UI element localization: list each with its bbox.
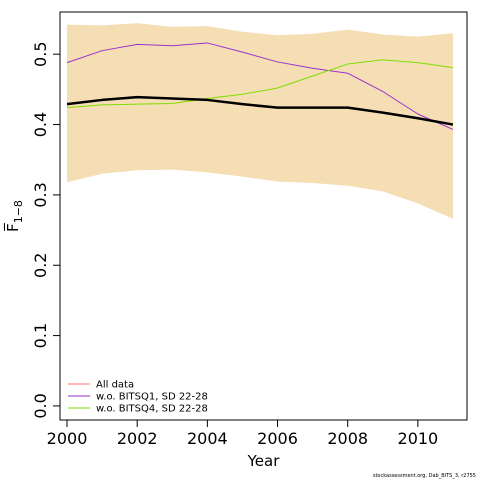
plot-frame bbox=[59, 11, 468, 421]
series-line-0 bbox=[66, 95, 454, 126]
y-tick-label-0: 0.0 bbox=[31, 393, 50, 418]
y-axis: 0.0 0.1 0.2 0.3 0.4 0.5 bbox=[31, 41, 60, 419]
series-line-1 bbox=[66, 42, 454, 130]
x-tick-label-4: 2008 bbox=[327, 429, 368, 448]
x-tick-label-1: 2002 bbox=[117, 429, 158, 448]
legend-label-1: w.o. BITSQ1, SD 22-28 bbox=[96, 392, 208, 403]
y-axis-title-subscript: 1−8 bbox=[12, 200, 25, 223]
x-tick-label-3: 2006 bbox=[257, 429, 298, 448]
y-tick-label-1: 0.1 bbox=[31, 323, 50, 348]
legend-label-2: w.o. BITSQ4, SD 22-28 bbox=[96, 404, 208, 415]
x-tick-label-0: 2000 bbox=[47, 429, 88, 448]
y-tick-label-5: 0.5 bbox=[31, 41, 50, 66]
y-axis-title: F̅1−8 bbox=[3, 200, 25, 232]
footer-credit: stockassessment.org, Dab_BITS_3, r2755 bbox=[373, 473, 476, 479]
x-tick-label-2: 2004 bbox=[187, 429, 228, 448]
y-tick-label-4: 0.4 bbox=[31, 112, 50, 137]
x-axis-title: Year bbox=[247, 452, 281, 470]
series-line-2 bbox=[66, 59, 454, 109]
x-axis: 2000 2002 2004 2006 2008 2010 bbox=[47, 420, 439, 448]
plot-area bbox=[66, 23, 454, 219]
legend-label-0: All data bbox=[96, 380, 134, 391]
y-axis-title-main: F̅ bbox=[3, 222, 22, 232]
y-tick-label-2: 0.2 bbox=[31, 253, 50, 278]
x-tick-label-5: 2010 bbox=[398, 429, 439, 448]
confidence-band bbox=[67, 23, 453, 219]
y-tick-label-3: 0.3 bbox=[31, 182, 50, 207]
